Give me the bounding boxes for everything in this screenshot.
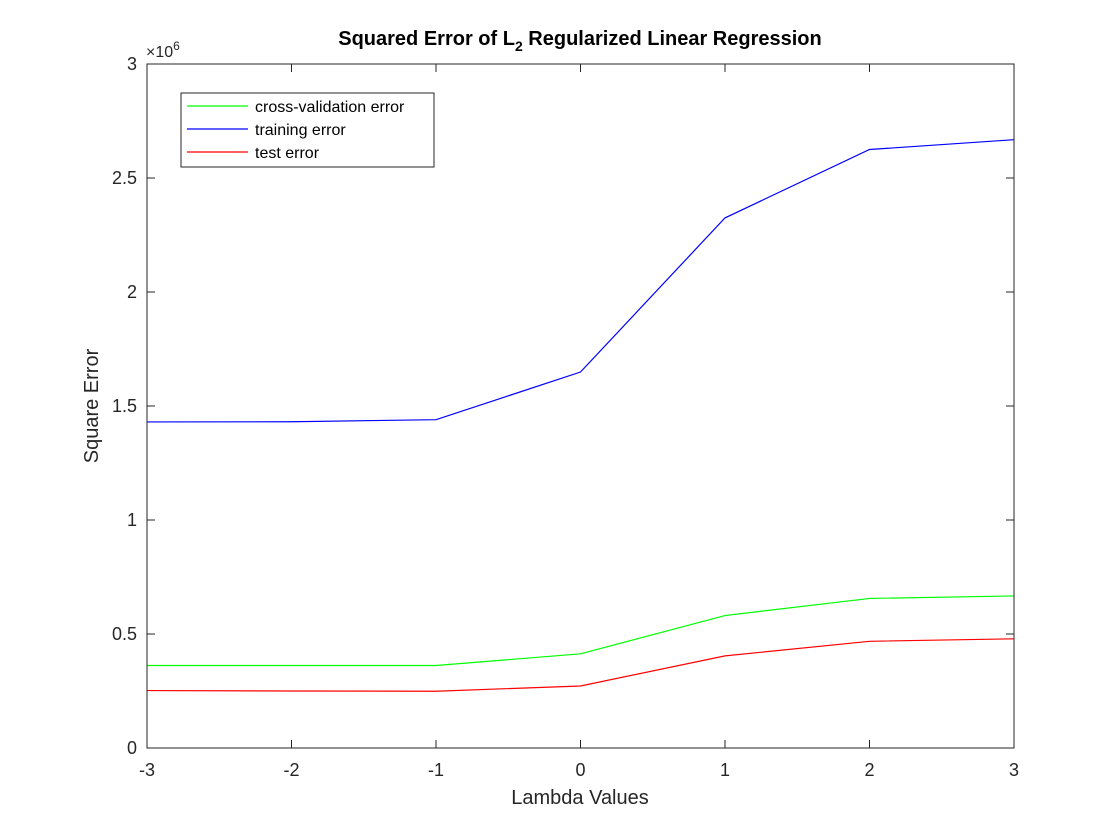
- legend-label: cross-validation error: [255, 99, 405, 116]
- y-tick-label: 1.5: [112, 396, 137, 416]
- tick-labels: -3 -2 -1 0 1 2 3 0 0.5 1 1.5 2 2.5 3: [112, 54, 1019, 780]
- legend-box: [180, 92, 435, 168]
- series-line-test-error: [146, 638, 1015, 692]
- series-line-cross-validation-error: [147, 595, 1015, 667]
- y-exponent: ×106: [146, 39, 180, 61]
- plot-lines: [146, 139, 1015, 692]
- x-tick-label: -1: [428, 760, 444, 780]
- y-tick-label: 2.5: [112, 168, 137, 188]
- y-tick-label: 2: [127, 282, 137, 302]
- y-tick-label: 0.5: [112, 624, 137, 644]
- x-tick-label: 2: [864, 760, 874, 780]
- y-tick-label: 0: [127, 738, 137, 758]
- x-tick-label: -2: [283, 760, 299, 780]
- y-tick-label: 1: [127, 510, 137, 530]
- series-line-training-error: [146, 139, 1015, 423]
- legend-label: test error: [255, 145, 320, 162]
- chart-title: Squared Error of L2 Regularized Linear R…: [338, 28, 821, 54]
- legend-label: training error: [255, 122, 346, 139]
- y-axis-label: Square Error: [81, 348, 103, 463]
- x-tick-label: 3: [1009, 760, 1019, 780]
- x-tick-label: 0: [575, 760, 585, 780]
- legend: cross-validation error training error test…: [180, 92, 435, 168]
- x-axis-label: Lambda Values: [511, 787, 649, 809]
- axes-box: [146, 63, 1015, 749]
- y-tick-label: 3: [127, 54, 137, 74]
- x-tick-label: -3: [139, 760, 155, 780]
- x-tick-label: 1: [720, 760, 730, 780]
